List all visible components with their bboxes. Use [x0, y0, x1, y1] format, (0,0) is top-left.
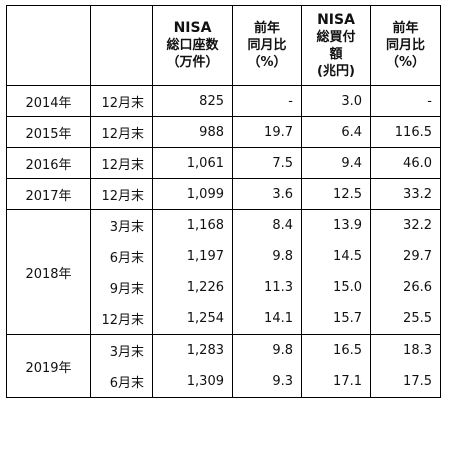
table-row: 2014年 12月末 825 - 3.0 -: [6, 85, 441, 117]
year-cell: 2016年: [6, 147, 91, 179]
purchase-yoy-cell: 18.3: [370, 334, 441, 366]
accounts-yoy-cell: 9.8: [232, 241, 302, 272]
accounts-yoy-cell: 8.4: [232, 209, 302, 241]
month-cell: 12月末: [90, 303, 153, 335]
purchase-cell: 15.0: [301, 272, 371, 303]
header-purchase-yoy: 前年 同月比 （%）: [370, 5, 441, 86]
year-cell: 2018年: [6, 209, 91, 335]
month-cell: 6月末: [90, 241, 153, 272]
header-purchase-line1: NISA: [317, 11, 355, 28]
purchase-yoy-cell: 32.2: [370, 209, 441, 241]
purchase-cell: 17.1: [301, 366, 371, 398]
purchase-yoy-cell: 46.0: [370, 147, 441, 179]
table-row: 2016年 12月末 1,061 7.5 9.4 46.0: [6, 147, 441, 179]
purchase-cell: 16.5: [301, 334, 371, 366]
month-cell: 12月末: [90, 85, 153, 117]
accounts-cell: 1,197: [152, 241, 233, 272]
accounts-cell: 825: [152, 85, 233, 117]
purchase-yoy-cell: 17.5: [370, 366, 441, 398]
accounts-cell: 1,283: [152, 334, 233, 366]
accounts-cell: 1,168: [152, 209, 233, 241]
purchase-yoy-cell: 116.5: [370, 116, 441, 148]
nisa-table: NISA 総口座数 （万件） 前年 同月比 （%） NISA 総買付 額 (兆円…: [6, 5, 441, 398]
header-purchase-line4: (兆円): [317, 63, 355, 79]
header-accounts-yoy-line3: （%）: [247, 55, 287, 70]
header-purchase-yoy-line1: 前年: [392, 21, 419, 36]
header-purchase-line3: 額: [329, 46, 343, 62]
year-cell: 2014年: [6, 85, 91, 117]
purchase-cell: 15.7: [301, 303, 371, 335]
purchase-yoy-cell: 25.5: [370, 303, 441, 335]
header-accounts-yoy-line1: 前年: [253, 21, 280, 36]
accounts-yoy-cell: 11.3: [232, 272, 302, 303]
month-cell: 12月末: [90, 178, 153, 210]
month-cell: 12月末: [90, 147, 153, 179]
table-row: 6月末 1,309 9.3 17.1 17.5: [7, 366, 441, 398]
month-cell: 3月末: [90, 209, 153, 241]
month-cell: 9月末: [90, 272, 153, 303]
accounts-yoy-cell: 9.3: [232, 366, 302, 398]
month-cell: 12月末: [90, 116, 153, 148]
purchase-yoy-cell: 29.7: [370, 241, 441, 272]
year-cell: 2019年: [6, 334, 91, 398]
table-row: 2017年 12月末 1,099 3.6 12.5 33.2: [6, 178, 441, 210]
accounts-yoy-cell: 9.8: [232, 334, 302, 366]
header-purchase-yoy-line2: 同月比: [385, 38, 425, 53]
accounts-yoy-cell: 7.5: [232, 147, 302, 179]
year-cell: 2015年: [6, 116, 91, 148]
accounts-cell: 1,099: [152, 178, 233, 210]
header-accounts-line3: （万件）: [166, 55, 219, 70]
header-purchase-yoy-line3: （%）: [385, 55, 426, 70]
header-accounts: NISA 総口座数 （万件）: [152, 5, 233, 86]
table-row: 6月末 1,197 9.8 14.5 29.7: [7, 241, 441, 272]
purchase-cell: 14.5: [301, 241, 371, 272]
header-accounts-yoy: 前年 同月比 （%）: [232, 5, 302, 86]
header-accounts-yoy-line2: 同月比: [247, 38, 287, 53]
accounts-cell: 1,226: [152, 272, 233, 303]
table-row: 9月末 1,226 11.3 15.0 26.6: [7, 272, 441, 303]
purchase-yoy-cell: -: [370, 85, 441, 117]
header-purchase: NISA 総買付 額 (兆円): [301, 5, 371, 86]
table-row: 12月末 1,254 14.1 15.7 25.5: [7, 303, 441, 335]
table-header-row: NISA 総口座数 （万件） 前年 同月比 （%） NISA 総買付 額 (兆円…: [6, 5, 441, 86]
purchase-cell: 3.0: [301, 85, 371, 117]
month-cell: 6月末: [90, 366, 153, 398]
accounts-yoy-cell: 3.6: [232, 178, 302, 210]
accounts-cell: 988: [152, 116, 233, 148]
table-row: 2018年 3月末 1,168 8.4 13.9 32.2: [6, 209, 441, 335]
table-row: 2019年 3月末 1,283 9.8 16.5 18.3: [6, 334, 441, 398]
header-empty-month: [90, 5, 153, 86]
accounts-cell: 1,254: [152, 303, 233, 335]
purchase-cell: 9.4: [301, 147, 371, 179]
accounts-yoy-cell: 19.7: [232, 116, 302, 148]
purchase-cell: 13.9: [301, 209, 371, 241]
table-row: 2015年 12月末 988 19.7 6.4 116.5: [6, 116, 441, 148]
purchase-cell: 12.5: [301, 178, 371, 210]
purchase-yoy-cell: 26.6: [370, 272, 441, 303]
accounts-cell: 1,061: [152, 147, 233, 179]
accounts-yoy-cell: 14.1: [232, 303, 302, 335]
header-empty-year: [6, 5, 91, 86]
header-purchase-line2: 総買付: [316, 29, 356, 45]
accounts-cell: 1,309: [152, 366, 233, 398]
purchase-cell: 6.4: [301, 116, 371, 148]
header-accounts-line2: 総口座数: [166, 38, 219, 53]
accounts-yoy-cell: -: [232, 85, 302, 117]
header-accounts-line1: NISA: [173, 20, 212, 36]
year-cell: 2017年: [6, 178, 91, 210]
month-cell: 3月末: [90, 334, 153, 366]
purchase-yoy-cell: 33.2: [370, 178, 441, 210]
